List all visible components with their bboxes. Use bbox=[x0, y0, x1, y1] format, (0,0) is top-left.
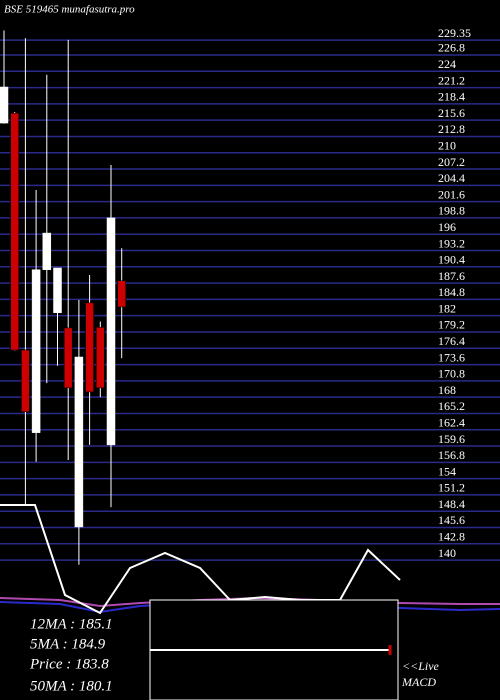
y-tick-label: 196 bbox=[438, 220, 456, 234]
y-tick-label: 148.4 bbox=[438, 497, 465, 511]
y-tick-label: 190.4 bbox=[438, 253, 465, 267]
y-tick-label: 184.8 bbox=[438, 285, 465, 299]
info-line: 50MA : 180.1 bbox=[30, 678, 113, 694]
y-tick-label: 229.35 bbox=[438, 26, 471, 40]
y-tick-label: 207.2 bbox=[438, 155, 465, 169]
macd-label: <<Live bbox=[402, 659, 440, 673]
candle-body bbox=[106, 217, 116, 446]
y-tick-label: 151.2 bbox=[438, 481, 465, 495]
candle-body bbox=[74, 356, 84, 528]
y-tick-label: 154 bbox=[438, 464, 456, 478]
candle-body bbox=[0, 86, 9, 124]
candle-body bbox=[31, 269, 41, 433]
candle-body bbox=[42, 232, 52, 270]
y-tick-label: 221.2 bbox=[438, 73, 465, 87]
info-line: 12MA : 185.1 bbox=[30, 616, 113, 632]
y-tick-label: 156.8 bbox=[438, 448, 465, 462]
candle-body bbox=[63, 327, 73, 389]
info-line: Price : 183.8 bbox=[29, 656, 109, 672]
y-tick-label: 218.4 bbox=[438, 90, 465, 104]
y-tick-label: 170.8 bbox=[438, 367, 465, 381]
y-tick-label: 182 bbox=[438, 301, 456, 315]
y-tick-label: 140 bbox=[438, 546, 456, 560]
y-tick-label: 165.2 bbox=[438, 399, 465, 413]
y-tick-label: 224 bbox=[438, 57, 456, 71]
y-tick-label: 210 bbox=[438, 139, 456, 153]
y-tick-label: 212.8 bbox=[438, 122, 465, 136]
candle-body bbox=[85, 302, 94, 393]
y-tick-label: 173.6 bbox=[438, 350, 465, 364]
y-tick-label: 159.6 bbox=[438, 432, 465, 446]
y-tick-label: 168 bbox=[438, 383, 456, 397]
chart-title: BSE 519465 munafasutra.pro bbox=[4, 4, 135, 16]
info-line: 5MA : 184.9 bbox=[30, 636, 106, 652]
y-tick-label: 215.6 bbox=[438, 106, 465, 120]
y-tick-label: 145.6 bbox=[438, 513, 465, 527]
y-tick-label: 198.8 bbox=[438, 204, 465, 218]
y-tick-label: 226.8 bbox=[438, 41, 465, 55]
candle-body bbox=[10, 112, 19, 351]
candle-body bbox=[21, 349, 30, 412]
y-tick-label: 162.4 bbox=[438, 415, 465, 429]
y-tick-label: 193.2 bbox=[438, 236, 465, 250]
candle-body bbox=[96, 327, 105, 389]
candle-body bbox=[117, 280, 126, 308]
candle-layer bbox=[0, 30, 126, 565]
y-tick-label: 142.8 bbox=[438, 530, 465, 544]
y-tick-label: 201.6 bbox=[438, 187, 465, 201]
y-tick-label: 187.6 bbox=[438, 269, 465, 283]
candle-body bbox=[53, 267, 62, 314]
y-tick-label: 204.4 bbox=[438, 171, 465, 185]
y-tick-label: 176.4 bbox=[438, 334, 465, 348]
y-tick-label: 179.2 bbox=[438, 318, 465, 332]
macd-label: MACD bbox=[401, 675, 436, 689]
